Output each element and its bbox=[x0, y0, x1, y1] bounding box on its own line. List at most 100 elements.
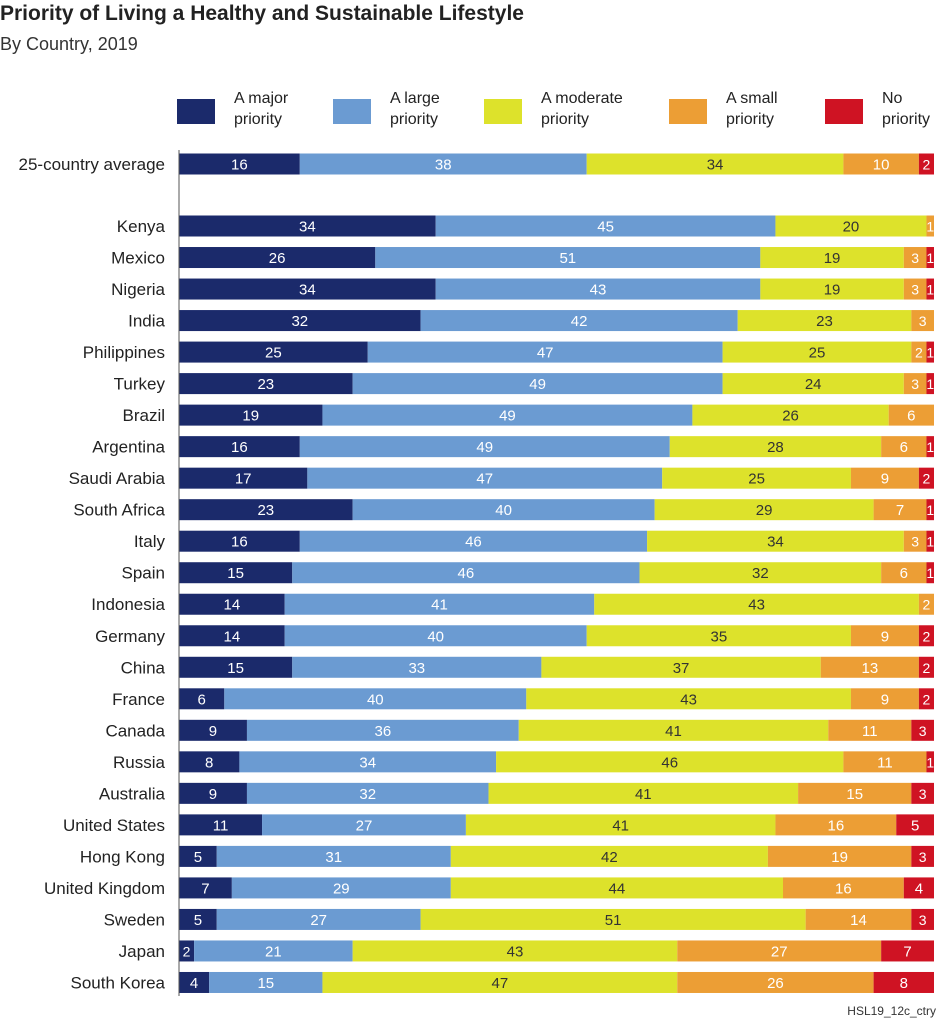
bar-japan-moderate bbox=[352, 940, 678, 962]
bar-argentina-major bbox=[179, 436, 300, 458]
category-label-united-states: United States bbox=[63, 816, 165, 835]
data-label-canada-none: 3 bbox=[919, 723, 927, 739]
category-label-south-africa: South Africa bbox=[73, 501, 165, 520]
data-label-china-large: 33 bbox=[408, 660, 425, 677]
bar-germany-large bbox=[284, 625, 587, 647]
bar-canada-major bbox=[179, 719, 247, 741]
category-label-hong-kong: Hong Kong bbox=[80, 847, 165, 866]
bar-kenya-major bbox=[179, 215, 436, 237]
data-label-russia-small: 11 bbox=[877, 754, 893, 771]
bar-south-korea-moderate bbox=[322, 971, 678, 993]
data-label-spain-moderate: 32 bbox=[752, 565, 769, 582]
data-label-france-none: 2 bbox=[923, 691, 931, 707]
bar-argentina-small bbox=[881, 436, 927, 458]
data-label-brazil-large: 49 bbox=[499, 408, 516, 425]
data-label-italy-small: 3 bbox=[911, 534, 919, 550]
bar-brazil-small bbox=[888, 404, 934, 426]
bar-canada-none bbox=[911, 719, 934, 741]
category-label-nigeria: Nigeria bbox=[111, 280, 165, 299]
legend-swatch-moderate bbox=[484, 99, 522, 124]
data-label-germany-major: 14 bbox=[224, 628, 241, 645]
legend-label-none-line2: priority bbox=[882, 111, 930, 128]
bar-mexico-small bbox=[903, 247, 927, 269]
data-label-turkey-small: 3 bbox=[911, 376, 919, 392]
data-label-united-states-moderate: 41 bbox=[612, 817, 629, 834]
bar-united-kingdom-small bbox=[783, 877, 904, 899]
data-label-italy-moderate: 34 bbox=[767, 534, 784, 551]
bar-united-states-small bbox=[775, 814, 897, 836]
bar-south-korea-major bbox=[179, 971, 210, 993]
data-label-germany-moderate: 35 bbox=[710, 628, 727, 645]
bar-india-moderate bbox=[737, 310, 912, 332]
data-label-25-country-average-moderate: 34 bbox=[707, 157, 724, 174]
bar-sweden-large bbox=[216, 908, 421, 930]
bar-france-small bbox=[850, 688, 919, 710]
bar-argentina-moderate bbox=[669, 436, 882, 458]
data-label-spain-major: 15 bbox=[227, 565, 244, 582]
data-label-brazil-major: 19 bbox=[242, 408, 259, 425]
bar-australia-moderate bbox=[488, 782, 799, 804]
data-label-philippines-none: 1 bbox=[926, 345, 934, 361]
category-label-china: China bbox=[121, 658, 166, 677]
data-label-25-country-average-large: 38 bbox=[435, 157, 452, 174]
bar-kenya-small bbox=[926, 215, 934, 237]
data-label-sweden-small: 14 bbox=[850, 912, 867, 929]
data-label-india-small: 3 bbox=[919, 313, 927, 329]
bar-nigeria-none bbox=[926, 278, 934, 300]
data-label-russia-major: 8 bbox=[205, 754, 213, 771]
legend-label-moderate-line2: priority bbox=[541, 111, 589, 128]
data-label-nigeria-small: 3 bbox=[911, 282, 919, 298]
bar-south-africa-none bbox=[926, 499, 934, 521]
data-label-united-kingdom-small: 16 bbox=[835, 880, 852, 897]
data-label-kenya-major: 34 bbox=[299, 219, 316, 236]
data-label-south-korea-small: 26 bbox=[767, 975, 784, 992]
data-label-argentina-small: 6 bbox=[900, 439, 908, 456]
bar-canada-large bbox=[246, 719, 519, 741]
data-label-sweden-large: 27 bbox=[310, 912, 327, 929]
legend-label-major-line1: A major bbox=[234, 90, 289, 107]
data-label-south-africa-large: 40 bbox=[495, 502, 512, 519]
bar-south-africa-small bbox=[873, 499, 927, 521]
data-label-spain-none: 1 bbox=[926, 565, 934, 581]
data-label-mexico-moderate: 19 bbox=[824, 250, 841, 267]
bar-indonesia-small bbox=[918, 593, 934, 615]
data-label-india-moderate: 23 bbox=[816, 313, 833, 330]
data-label-australia-major: 9 bbox=[209, 786, 217, 803]
data-label-philippines-major: 25 bbox=[265, 345, 282, 362]
bar-mexico-none bbox=[926, 247, 934, 269]
legend-swatch-small bbox=[669, 99, 707, 124]
bar-italy-small bbox=[903, 530, 927, 552]
data-label-japan-major: 2 bbox=[183, 943, 191, 959]
data-label-south-korea-major: 4 bbox=[190, 975, 198, 992]
bar-kenya-moderate bbox=[775, 215, 927, 237]
data-label-south-korea-moderate: 47 bbox=[492, 975, 509, 992]
bar-russia-small bbox=[843, 751, 927, 773]
bar-japan-major bbox=[179, 940, 195, 962]
bar-indonesia-moderate bbox=[594, 593, 919, 615]
category-label-argentina: Argentina bbox=[92, 438, 165, 457]
bar-hong-kong-moderate bbox=[450, 845, 768, 867]
data-label-australia-moderate: 41 bbox=[635, 786, 652, 803]
bar-nigeria-major bbox=[179, 278, 436, 300]
data-label-united-kingdom-none: 4 bbox=[915, 880, 923, 897]
bar-sweden-small bbox=[805, 908, 912, 930]
data-label-south-africa-small: 7 bbox=[896, 502, 904, 519]
bar-japan-large bbox=[194, 940, 353, 962]
bar-china-small bbox=[820, 656, 919, 678]
category-label-south-korea: South Korea bbox=[70, 973, 165, 992]
bar-hong-kong-small bbox=[767, 845, 912, 867]
bar-china-major bbox=[179, 656, 293, 678]
category-label-sweden: Sweden bbox=[104, 910, 165, 929]
bar-philippines-large bbox=[367, 341, 723, 363]
data-label-nigeria-major: 34 bbox=[299, 282, 316, 299]
data-label-germany-small: 9 bbox=[881, 628, 889, 645]
data-label-argentina-moderate: 28 bbox=[767, 439, 784, 456]
data-label-saudi-arabia-major: 17 bbox=[235, 471, 252, 488]
data-label-turkey-major: 23 bbox=[257, 376, 274, 393]
bar-sweden-none bbox=[911, 908, 934, 930]
data-label-south-africa-moderate: 29 bbox=[756, 502, 773, 519]
data-label-south-africa-none: 1 bbox=[926, 502, 934, 518]
chart-title: Priority of Living a Healthy and Sustain… bbox=[0, 2, 524, 25]
bar-france-major bbox=[179, 688, 225, 710]
bar-saudi-arabia-large bbox=[307, 467, 663, 489]
